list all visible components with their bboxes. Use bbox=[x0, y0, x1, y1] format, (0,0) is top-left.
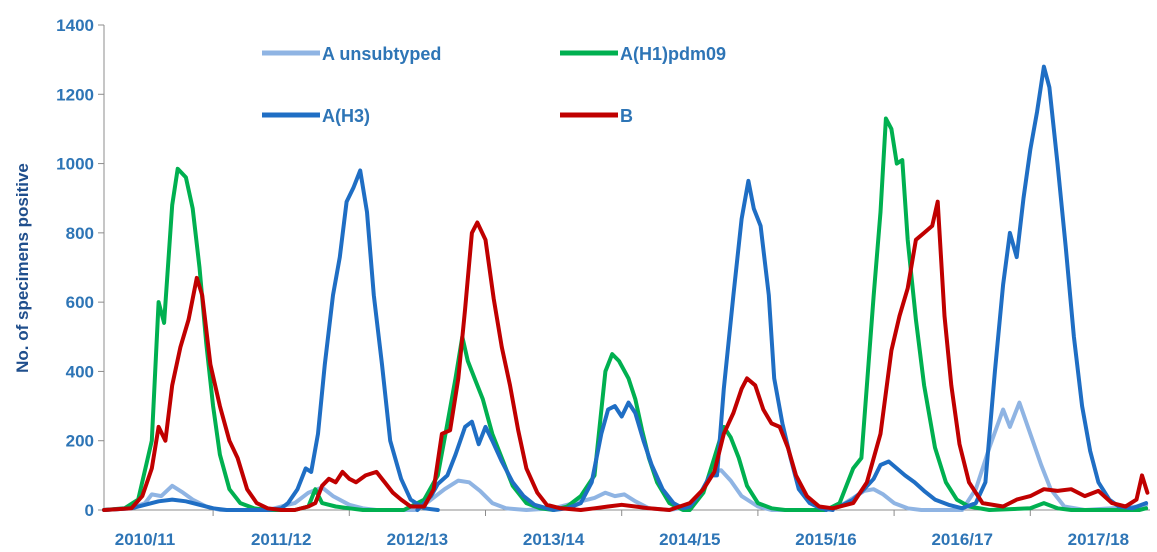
legend-label: A unsubtyped bbox=[322, 44, 441, 64]
y-axis-label: No. of specimens positive bbox=[13, 163, 32, 373]
legend-label: B bbox=[620, 106, 633, 126]
x-tick-label: 2012/13 bbox=[387, 530, 448, 549]
y-tick-label: 400 bbox=[66, 362, 94, 381]
y-tick-label: 1200 bbox=[56, 85, 94, 104]
x-tick-label: 2014/15 bbox=[659, 530, 720, 549]
y-tick-label: 1400 bbox=[56, 16, 94, 35]
y-tick-label: 600 bbox=[66, 293, 94, 312]
legend-label: A(H3) bbox=[322, 106, 370, 126]
y-tick-label: 200 bbox=[66, 432, 94, 451]
y-axis-ticks: 0 200 400 600 800 1000 1200 1400 bbox=[56, 16, 104, 520]
x-tick-label: 2017/18 bbox=[1068, 530, 1129, 549]
y-tick-label: 0 bbox=[85, 501, 94, 520]
y-tick-label: 1000 bbox=[56, 155, 94, 174]
x-axis-ticks: 2010/11 2011/12 2012/13 2013/14 2014/15 2015/… bbox=[115, 510, 1129, 549]
x-tick-label: 2013/14 bbox=[523, 530, 585, 549]
series-line-b bbox=[102, 199, 1150, 512]
x-tick-label: 2016/17 bbox=[931, 530, 992, 549]
legend-label: A(H1)pdm09 bbox=[620, 44, 726, 64]
series-line-a-h3- bbox=[102, 64, 1149, 512]
series-line-a-h1-pdm09 bbox=[102, 116, 1149, 512]
x-tick-label: 2010/11 bbox=[115, 530, 176, 549]
y-tick-label: 800 bbox=[66, 224, 94, 243]
series-lines bbox=[102, 64, 1150, 512]
x-tick-label: 2011/12 bbox=[251, 530, 312, 549]
x-tick-label: 2015/16 bbox=[795, 530, 856, 549]
legend: A unsubtyped A(H1)pdm09 A(H3) B bbox=[262, 44, 726, 126]
